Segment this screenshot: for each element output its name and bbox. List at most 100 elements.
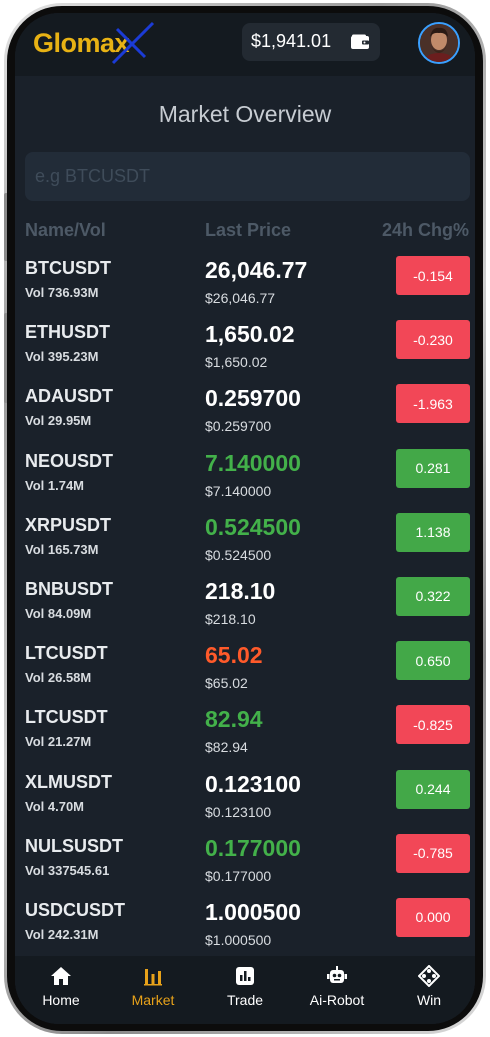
market-symbol: BTCUSDT [25,258,111,278]
market-usd-price: $26,046.77 [205,290,276,306]
market-volume: Vol 736.93M [25,285,99,300]
market-row[interactable]: XRPUSDT Vol 165.73M 0.524500 $0.524500 1… [15,508,475,572]
market-last-price: 0.177000 [205,834,301,861]
volume-up-button [4,193,9,261]
column-header-name[interactable]: Name/Vol [25,220,106,240]
market-change-badge[interactable]: 1.138 [396,512,470,552]
market-row[interactable]: USDCUSDT Vol 242.31M 1.000500 $1.000500 … [15,893,475,957]
market-icon [144,969,162,986]
nav-item-market[interactable]: Market [107,956,199,1024]
market-volume: Vol 1.74M [25,477,85,493]
market-row[interactable]: XLMUSDT Vol 4.70M 0.123100 $0.123100 0.2… [15,765,475,829]
nav-item-ai-robot[interactable]: Ai-Robot [291,956,383,1024]
market-list: BTCUSDT Vol 736.93M 26,046.77 $26,046.77… [15,251,475,957]
market-change-badge[interactable]: 0.244 [396,769,470,809]
nav-label-trade: Trade [226,992,264,1008]
market-last-price: 0.524500 [205,513,301,540]
logo[interactable]: Glomax [33,21,155,65]
market-row[interactable]: NULSUSDT Vol 337545.61 0.177000 $0.17700… [15,829,475,893]
market-volume: Vol 242.31M [25,926,99,942]
market-change-badge[interactable]: 0.281 [396,448,470,488]
market-last-price: 65.02 [205,642,263,669]
market-volume: Vol 337545.61 [25,862,110,878]
user-avatar[interactable] [418,22,460,64]
bottom-nav: Home Market Trade [15,956,475,1024]
market-usd-price: $218.10 [205,610,256,627]
market-symbol: BNBUSDT [25,578,113,599]
market-symbol: LTCUSDT [25,643,108,664]
market-last-price: 0.259700 [205,385,301,412]
market-row[interactable]: BNBUSDT Vol 84.09M 218.10 $218.10 0.322 [15,572,475,636]
nav-label-ai-robot: Ai-Robot [309,992,365,1008]
market-change-badge[interactable]: -0.230 [396,320,470,360]
column-header-price[interactable]: Last Price [205,220,292,240]
volume-down-button [4,313,9,403]
market-change-badge[interactable]: 0.650 [396,641,470,681]
market-change-badge[interactable]: -0.785 [396,833,470,873]
market-change-badge[interactable]: 0.000 [396,897,470,937]
market-volume: Vol 165.73M [25,541,99,557]
market-change-badge[interactable]: -0.825 [396,705,470,745]
market-row[interactable]: ETHUSDT Vol 395.23M 1,650.02 $1,650.02 -… [15,315,475,379]
market-usd-price: $1.000500 [205,931,272,948]
market-usd-price: $1,650.02 [205,354,268,371]
app-screen: Glomax $1,941.01 Mar [15,13,475,1024]
avatar-portrait-icon [420,24,458,62]
market-usd-price: $65.02 [205,675,248,692]
balance-amount: $1,941.01 [251,31,332,51]
market-change-badge[interactable]: 0.322 [396,576,470,616]
nav-item-trade[interactable]: Trade [199,956,291,1024]
market-change-badge[interactable]: -1.963 [396,384,470,424]
market-row[interactable]: BTCUSDT Vol 736.93M 26,046.77 $26,046.77… [15,251,475,315]
balance-pill[interactable]: $1,941.01 [242,23,380,61]
market-change-badge[interactable]: -0.154 [396,256,470,295]
market-last-price: 26,046.77 [205,257,308,283]
market-usd-price: $0.524500 [205,546,272,563]
market-row[interactable]: LTCUSDT Vol 26.58M 65.02 $65.02 0.650 [15,636,475,700]
logo-x-mark-icon [111,21,155,65]
market-volume: Vol 26.58M [25,670,92,686]
market-last-price: 218.10 [205,577,276,604]
home-icon [51,967,71,985]
market-usd-price: $0.259700 [205,418,272,435]
wallet-icon [351,34,369,49]
market-symbol: LTCUSDT [25,707,108,728]
market-symbol: NULSUSDT [25,835,123,856]
market-row[interactable]: ADAUSDT Vol 29.95M 0.259700 $0.259700 -1… [15,379,475,443]
gamepad-icon [418,965,440,987]
market-last-price: 1.000500 [205,898,301,925]
market-row[interactable]: NEOUSDT Vol 1.74M 7.140000 $7.140000 0.2… [15,444,475,508]
nav-label-win: Win [416,992,442,1008]
market-last-price: 0.123100 [205,770,301,797]
market-volume: Vol 29.95M [25,413,92,429]
app-header: Glomax $1,941.01 [15,13,475,76]
market-symbol: ETHUSDT [25,322,110,343]
market-volume: Vol 21.27M [25,734,92,750]
market-usd-price: $0.123100 [205,803,272,820]
market-symbol: USDCUSDT [25,899,126,920]
market-usd-price: $0.177000 [205,867,272,884]
market-symbol: ADAUSDT [25,386,113,407]
market-volume: Vol 84.09M [25,605,92,621]
market-row[interactable]: LTCUSDT Vol 21.27M 82.94 $82.94 -0.825 [15,700,475,764]
column-header-change[interactable]: 24h Chg% [381,220,469,240]
market-usd-price: $82.94 [205,739,248,756]
logo-text: Glomax [33,28,130,58]
page-title: Market Overview [158,101,332,127]
nav-item-home[interactable]: Home [15,956,107,1024]
market-symbol: XRPUSDT [25,514,112,535]
market-usd-price: $7.140000 [205,482,272,499]
market-volume: Vol 4.70M [25,798,85,814]
market-last-price: 7.140000 [205,449,301,476]
market-symbol: NEOUSDT [25,450,114,471]
nav-label-home: Home [42,992,80,1008]
nav-label-market: Market [131,992,175,1008]
market-last-price: 82.94 [205,706,263,733]
search-input[interactable] [25,152,470,201]
nav-item-win[interactable]: Win [383,956,475,1024]
market-last-price: 1,650.02 [205,321,295,348]
market-volume: Vol 395.23M [25,349,99,365]
market-symbol: XLMUSDT [25,771,112,792]
trade-icon [236,967,254,985]
robot-icon [327,966,347,983]
